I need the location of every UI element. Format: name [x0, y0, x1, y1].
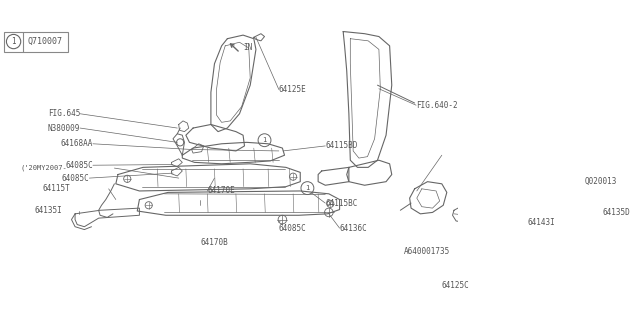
Text: FIG.645: FIG.645 [48, 109, 80, 118]
Text: N380009: N380009 [48, 124, 80, 132]
Text: ('20MY2007-: ('20MY2007- [20, 165, 67, 171]
Text: 64168AA: 64168AA [61, 139, 93, 148]
Text: 64085C: 64085C [279, 224, 307, 233]
Text: 1: 1 [12, 37, 16, 46]
Text: 1: 1 [262, 137, 267, 143]
Text: 1: 1 [305, 185, 310, 191]
Text: 64135D: 64135D [603, 208, 630, 217]
Text: Q020013: Q020013 [585, 177, 617, 186]
Text: 64143I: 64143I [527, 218, 556, 227]
Text: A640001735: A640001735 [404, 246, 451, 255]
Text: 64170E: 64170E [207, 187, 235, 196]
Text: 64125C: 64125C [442, 281, 470, 290]
Text: 64170B: 64170B [200, 238, 228, 247]
Text: FIG.640-2: FIG.640-2 [416, 101, 458, 110]
Text: 64135I: 64135I [35, 206, 62, 215]
Text: 64125E: 64125E [279, 85, 307, 94]
FancyBboxPatch shape [4, 32, 68, 52]
Text: 64085C: 64085C [65, 161, 93, 170]
Text: 64115BC: 64115BC [325, 199, 358, 208]
Text: 64115BD: 64115BD [325, 141, 358, 150]
Text: 64085C: 64085C [61, 173, 90, 183]
Text: 64115T: 64115T [43, 184, 70, 193]
Text: Q710007: Q710007 [27, 37, 62, 46]
Text: 64136C: 64136C [340, 224, 367, 233]
Text: IN: IN [243, 44, 252, 52]
